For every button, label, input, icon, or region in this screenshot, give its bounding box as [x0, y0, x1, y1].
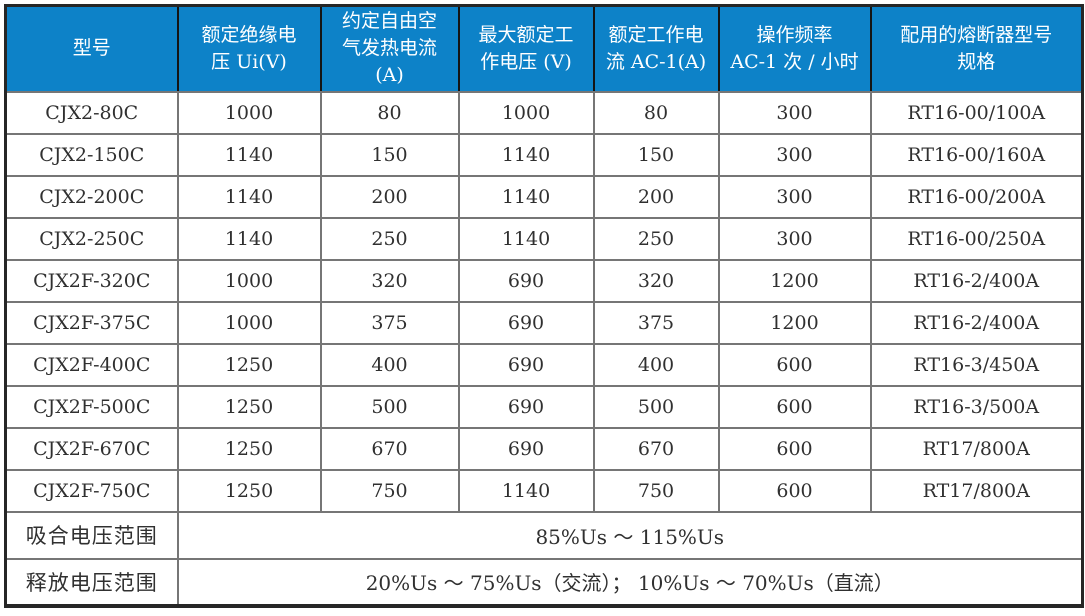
cell-fuse-spec: RT17/800A	[869, 426, 1084, 471]
cell-model: CJX2-150C	[4, 132, 179, 177]
cell-operating-frequency: 300	[717, 90, 872, 135]
table-row: CJX2-250C 1140 250 1140 250 300 RT16-00/…	[4, 216, 1084, 261]
cell-max-working-voltage: 1000	[457, 90, 595, 135]
column-header-fuse-spec: 配用的熔断器型号 规格	[869, 4, 1084, 93]
cell-thermal-current: 200	[319, 174, 460, 219]
cell-insulation-voltage: 1000	[176, 258, 322, 303]
cell-fuse-spec: RT16-00/160A	[869, 132, 1084, 177]
cell-max-working-voltage: 690	[457, 384, 595, 429]
cell-operating-frequency: 600	[717, 342, 872, 387]
cell-operating-frequency: 1200	[717, 258, 872, 303]
table-row: CJX2F-500C 1250 500 690 500 600 RT16-3/5…	[4, 384, 1084, 429]
cell-max-working-voltage: 1140	[457, 132, 595, 177]
table-header-row: 型号 额定绝缘电 压 Ui(V) 约定自由空 气发热电流 (A) 最大额定工 作…	[4, 4, 1084, 93]
cell-fuse-spec: RT16-2/400A	[869, 300, 1084, 345]
cell-working-current: 400	[592, 342, 720, 387]
cell-model: CJX2F-500C	[4, 384, 179, 429]
cell-thermal-current: 500	[319, 384, 460, 429]
cell-insulation-voltage: 1140	[176, 132, 322, 177]
cell-operating-frequency: 600	[717, 426, 872, 471]
table-row: CJX2F-750C 1250 750 1140 750 600 RT17/80…	[4, 468, 1084, 513]
cell-working-current: 500	[592, 384, 720, 429]
cell-thermal-current: 750	[319, 468, 460, 513]
cell-operating-frequency: 300	[717, 132, 872, 177]
cell-fuse-spec: RT17/800A	[869, 468, 1084, 513]
cell-working-current: 670	[592, 426, 720, 471]
cell-model: CJX2F-400C	[4, 342, 179, 387]
cell-thermal-current: 150	[319, 132, 460, 177]
cell-fuse-spec: RT16-00/200A	[869, 174, 1084, 219]
cell-operating-frequency: 1200	[717, 300, 872, 345]
column-header-operating-frequency: 操作频率 AC-1 次 / 小时	[717, 4, 872, 93]
release-voltage-range-label: 释放电压范围	[4, 557, 179, 607]
cell-working-current: 150	[592, 132, 720, 177]
cell-model: CJX2F-375C	[4, 300, 179, 345]
cell-fuse-spec: RT16-3/500A	[869, 384, 1084, 429]
pickup-voltage-range-label: 吸合电压范围	[4, 510, 179, 560]
cell-model: CJX2F-750C	[4, 468, 179, 513]
release-voltage-range-row: 释放电压范围 20%Us ～ 75%Us（交流）； 10%Us ～ 70%Us（…	[4, 557, 1084, 607]
cell-insulation-voltage: 1000	[176, 300, 322, 345]
cell-max-working-voltage: 690	[457, 342, 595, 387]
cell-fuse-spec: RT16-2/400A	[869, 258, 1084, 303]
cell-thermal-current: 375	[319, 300, 460, 345]
contactor-spec-table: 型号 额定绝缘电 压 Ui(V) 约定自由空 气发热电流 (A) 最大额定工 作…	[4, 4, 1084, 608]
table-row: CJX2F-400C 1250 400 690 400 600 RT16-3/4…	[4, 342, 1084, 387]
cell-working-current: 250	[592, 216, 720, 261]
cell-thermal-current: 400	[319, 342, 460, 387]
cell-insulation-voltage: 1250	[176, 384, 322, 429]
cell-model: CJX2F-670C	[4, 426, 179, 471]
column-header-insulation-voltage: 额定绝缘电 压 Ui(V)	[176, 4, 322, 93]
pickup-voltage-range-row: 吸合电压范围 85%Us ～ 115%Us	[4, 510, 1084, 560]
cell-operating-frequency: 600	[717, 384, 872, 429]
cell-insulation-voltage: 1000	[176, 90, 322, 135]
cell-max-working-voltage: 1140	[457, 468, 595, 513]
column-header-thermal-current: 约定自由空 气发热电流 (A)	[319, 4, 460, 93]
cell-max-working-voltage: 1140	[457, 174, 595, 219]
cell-working-current: 375	[592, 300, 720, 345]
cell-model: CJX2-80C	[4, 90, 179, 135]
cell-insulation-voltage: 1140	[176, 216, 322, 261]
cell-max-working-voltage: 690	[457, 300, 595, 345]
cell-insulation-voltage: 1250	[176, 426, 322, 471]
cell-model: CJX2-250C	[4, 216, 179, 261]
column-header-working-current: 额定工作电 流 AC-1(A)	[592, 4, 720, 93]
pickup-voltage-range-value: 85%Us ～ 115%Us	[176, 510, 1084, 560]
cell-model: CJX2F-320C	[4, 258, 179, 303]
cell-max-working-voltage: 1140	[457, 216, 595, 261]
table-row: CJX2F-670C 1250 670 690 670 600 RT17/800…	[4, 426, 1084, 471]
cell-insulation-voltage: 1250	[176, 342, 322, 387]
table-row: CJX2-150C 1140 150 1140 150 300 RT16-00/…	[4, 132, 1084, 177]
cell-max-working-voltage: 690	[457, 258, 595, 303]
table-row: CJX2-200C 1140 200 1140 200 300 RT16-00/…	[4, 174, 1084, 219]
cell-fuse-spec: RT16-00/250A	[869, 216, 1084, 261]
cell-insulation-voltage: 1140	[176, 174, 322, 219]
release-voltage-range-value: 20%Us ～ 75%Us（交流）； 10%Us ～ 70%Us（直流）	[176, 557, 1084, 607]
table-row: CJX2-80C 1000 80 1000 80 300 RT16-00/100…	[4, 90, 1084, 135]
cell-fuse-spec: RT16-00/100A	[869, 90, 1084, 135]
cell-working-current: 80	[592, 90, 720, 135]
table-row: CJX2F-375C 1000 375 690 375 1200 RT16-2/…	[4, 300, 1084, 345]
column-header-model: 型号	[4, 4, 179, 93]
cell-max-working-voltage: 690	[457, 426, 595, 471]
cell-working-current: 320	[592, 258, 720, 303]
cell-working-current: 200	[592, 174, 720, 219]
column-header-max-working-voltage: 最大额定工 作电压 (V)	[457, 4, 595, 93]
cell-thermal-current: 80	[319, 90, 460, 135]
cell-insulation-voltage: 1250	[176, 468, 322, 513]
cell-model: CJX2-200C	[4, 174, 179, 219]
cell-operating-frequency: 300	[717, 174, 872, 219]
table-row: CJX2F-320C 1000 320 690 320 1200 RT16-2/…	[4, 258, 1084, 303]
cell-fuse-spec: RT16-3/450A	[869, 342, 1084, 387]
cell-thermal-current: 670	[319, 426, 460, 471]
cell-operating-frequency: 600	[717, 468, 872, 513]
cell-working-current: 750	[592, 468, 720, 513]
cell-thermal-current: 250	[319, 216, 460, 261]
cell-thermal-current: 320	[319, 258, 460, 303]
cell-operating-frequency: 300	[717, 216, 872, 261]
